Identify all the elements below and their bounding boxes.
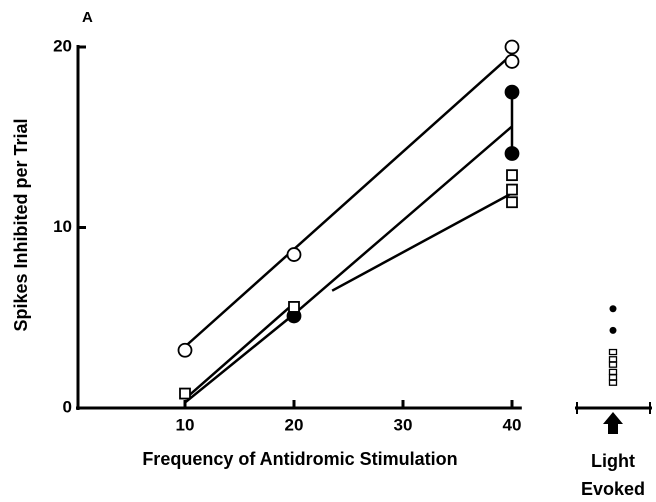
light-square-point	[608, 379, 618, 386]
x-tick-label: 20	[285, 415, 304, 434]
y-axis-title: Spikes Inhibited per Trial	[11, 118, 31, 331]
light-filled-point	[609, 326, 617, 334]
x-axis-title: Frequency of Antidromic Stimulation	[142, 449, 457, 469]
light-label: Evoked	[581, 479, 645, 499]
open-square	[506, 183, 518, 196]
x-tick-label: 10	[176, 415, 195, 434]
open-square	[179, 387, 191, 400]
filled-circle	[504, 146, 520, 161]
light-square-point	[608, 348, 618, 356]
y-tick-label: 0	[63, 397, 72, 416]
open-circle	[504, 39, 520, 55]
open-circle	[286, 247, 302, 262]
panel-label: A	[82, 9, 93, 26]
light-label: Light	[591, 451, 635, 471]
line	[331, 192, 513, 292]
y-tick-label: 10	[53, 217, 72, 236]
light-square-point	[608, 361, 618, 368]
open-square	[506, 169, 518, 182]
x-tick-label: 40	[503, 415, 522, 434]
light-filled-point	[609, 305, 617, 313]
light-square-point	[608, 356, 618, 363]
light-square-point	[608, 374, 618, 381]
open-circle	[177, 342, 193, 358]
arrow	[603, 412, 623, 434]
line	[184, 125, 513, 404]
light-square-point	[608, 368, 618, 376]
y-tick-label: 20	[53, 36, 72, 55]
x-tick-label: 30	[394, 415, 413, 434]
filled-circle	[504, 84, 520, 100]
open-circle	[504, 54, 520, 69]
open-square	[288, 301, 300, 313]
open-square	[506, 196, 518, 209]
line	[184, 302, 295, 400]
line	[184, 53, 513, 348]
